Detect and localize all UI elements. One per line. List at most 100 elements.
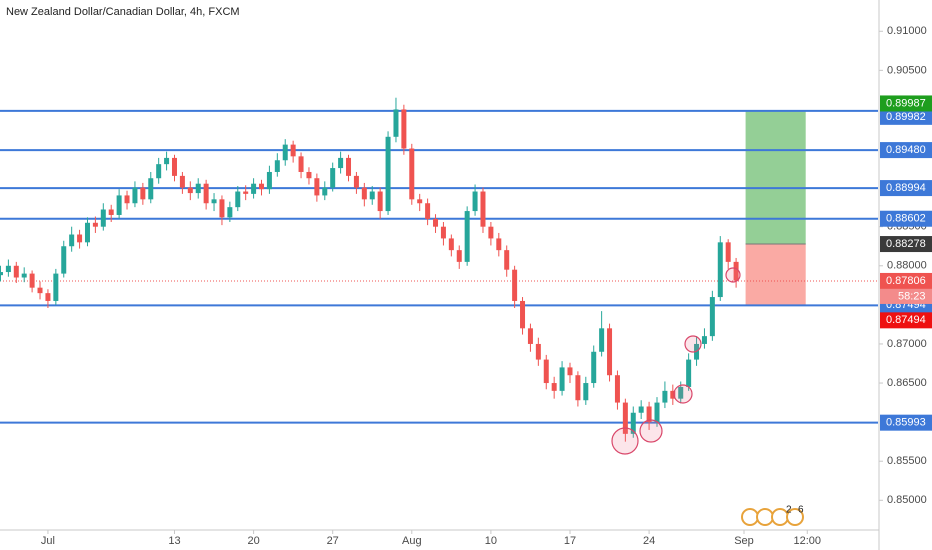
candle-body <box>622 402 628 434</box>
candle-body <box>298 156 304 172</box>
candle-body <box>670 390 676 399</box>
annotation-circle <box>725 267 741 283</box>
candle-body <box>512 269 518 301</box>
candle-body <box>409 148 415 200</box>
candle-body <box>219 199 225 218</box>
candle-body <box>393 109 399 137</box>
candle-body <box>575 375 581 401</box>
candle-body <box>733 261 739 281</box>
candle-body <box>235 191 241 208</box>
x-tick-label: Sep <box>734 535 754 547</box>
annotation-circle <box>611 427 639 455</box>
candle-body <box>417 199 423 204</box>
y-tick-label: 0.88000 <box>887 260 927 272</box>
candle-body <box>472 191 478 212</box>
last-price-label: 0.87806 <box>880 272 932 289</box>
level-label-text: 0.89480 <box>886 144 926 156</box>
candle-body <box>425 203 431 219</box>
level-label: 0.89982 <box>880 108 932 125</box>
plot-area <box>0 97 878 442</box>
candle-body <box>69 234 75 247</box>
candle-body <box>45 293 51 301</box>
event-icon[interactable] <box>756 508 774 526</box>
candle-body <box>243 191 249 194</box>
event-icon[interactable] <box>741 508 759 526</box>
candle-body <box>187 187 193 194</box>
entry-label-box <box>880 236 932 253</box>
candle-body <box>464 211 470 262</box>
x-tick-label: 24 <box>643 535 655 547</box>
candle-body <box>124 195 130 204</box>
candle-body <box>527 328 533 344</box>
y-tick-label: 0.85500 <box>887 455 927 467</box>
x-tick-label: 12:00 <box>794 535 822 547</box>
candle-body <box>353 175 359 188</box>
stop-label-box <box>880 312 932 329</box>
candle-body <box>638 406 644 413</box>
last-price-label-text: 0.87806 <box>886 275 926 287</box>
level-label: 0.88994 <box>880 180 932 197</box>
candle-body <box>709 297 715 337</box>
level-label-text: 0.88602 <box>886 213 926 225</box>
y-tick-label: 0.87000 <box>887 338 927 350</box>
candle-body <box>496 238 502 251</box>
candle-body <box>92 222 98 227</box>
candle-body <box>251 183 257 194</box>
level-label-text: 0.85993 <box>886 417 926 429</box>
event-count: 2 <box>786 505 792 516</box>
target-label: 0.89987 <box>880 95 932 112</box>
candle-body <box>701 336 707 344</box>
chart-title: New Zealand Dollar/Canadian Dollar, 4h, … <box>6 6 240 18</box>
candle-body <box>274 160 280 172</box>
level-label-text: 0.88994 <box>886 182 926 194</box>
level-label-box <box>880 108 932 125</box>
candle-body <box>361 187 367 200</box>
candle-body <box>559 367 565 391</box>
target-label-text: 0.89987 <box>886 97 926 109</box>
candle-body <box>686 359 692 387</box>
candle-body <box>5 265 11 273</box>
candle-body <box>338 157 344 169</box>
y-tick-label: 0.86500 <box>887 377 927 389</box>
candle-body <box>306 171 312 179</box>
candle-body <box>203 183 209 204</box>
candle-body <box>195 183 201 194</box>
level-label: 0.85993 <box>880 414 932 431</box>
candle-body <box>171 157 177 176</box>
event-icon[interactable] <box>786 508 804 526</box>
candle-body <box>53 273 59 301</box>
event-count: 6 <box>798 505 804 516</box>
annotation-circles <box>611 267 741 455</box>
x-tick-label: 10 <box>485 535 497 547</box>
candle-body <box>504 250 510 270</box>
candle-body <box>678 386 684 399</box>
candle-body <box>725 242 731 262</box>
candle-body <box>132 187 138 204</box>
candle-body <box>330 168 336 188</box>
candle-body <box>37 287 43 294</box>
level-label: 0.89480 <box>880 142 932 159</box>
entry-label-text: 0.88278 <box>886 238 926 250</box>
event-icons: 2 6 <box>741 505 804 526</box>
candle-body <box>630 412 636 434</box>
candle-body <box>211 199 217 204</box>
candle-body <box>266 171 272 190</box>
candle-body <box>369 191 375 200</box>
candle-body <box>290 144 296 157</box>
candle-body <box>599 328 605 352</box>
entry-label: 0.88278 <box>880 236 932 253</box>
candle-body <box>29 273 35 288</box>
candle-body <box>440 226 446 239</box>
annotation-circle <box>684 335 702 353</box>
candle-body <box>148 178 154 200</box>
target-zone <box>745 110 806 245</box>
countdown-box <box>880 288 932 304</box>
candle-body <box>591 351 597 384</box>
target-label-box <box>880 95 932 112</box>
level-label: 0.88602 <box>880 210 932 227</box>
y-tick-label: 0.90500 <box>887 64 927 76</box>
candle-body <box>108 209 114 215</box>
candle-body <box>116 195 122 215</box>
